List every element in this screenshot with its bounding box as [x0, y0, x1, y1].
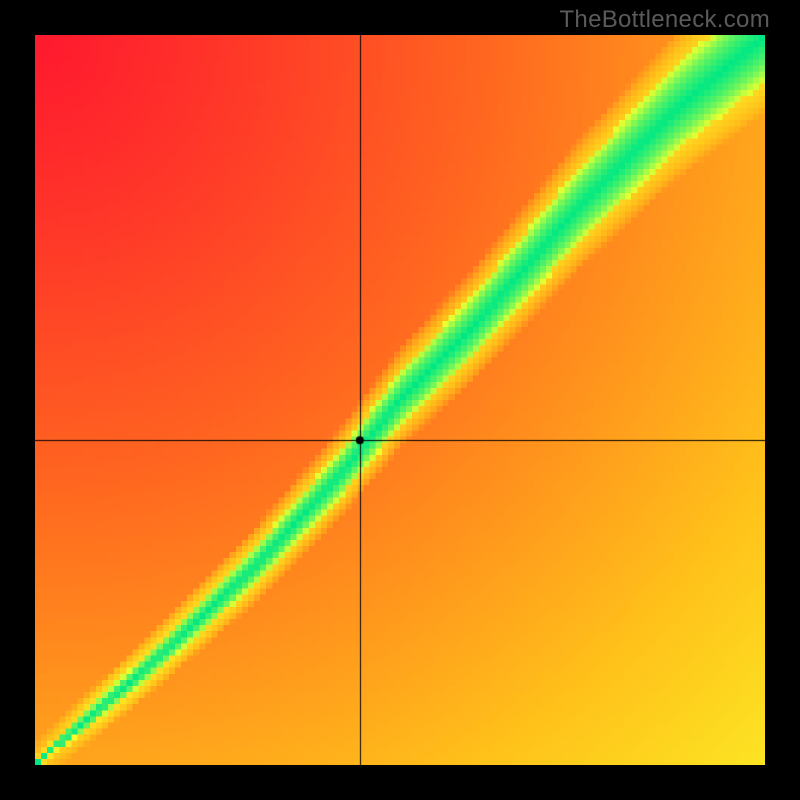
- chart-container: TheBottleneck.com: [0, 0, 800, 800]
- bottleneck-heatmap: [35, 35, 765, 765]
- watermark-text: TheBottleneck.com: [559, 6, 770, 34]
